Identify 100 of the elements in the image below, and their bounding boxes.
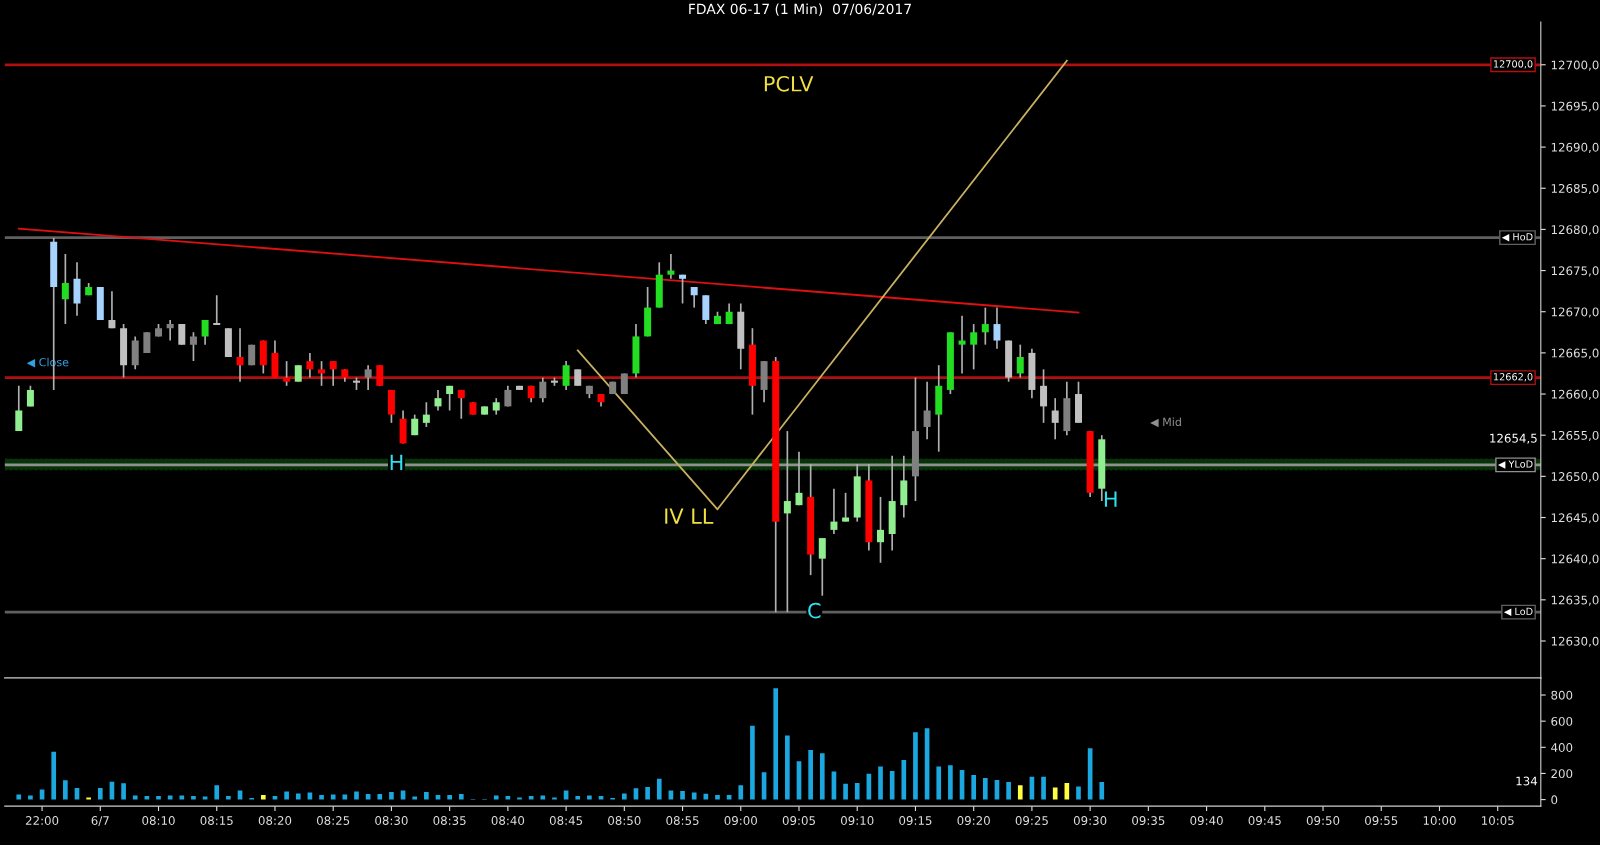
bar: [1099, 782, 1105, 800]
x-tick-label: 08:25: [316, 816, 350, 825]
candlestick: [958, 315, 966, 375]
candlestick: [1040, 368, 1048, 424]
x-tick-label: 08:35: [433, 816, 466, 825]
bar: [16, 794, 22, 800]
x-tick-label: 09:40: [1190, 816, 1223, 825]
y-tick-label: 12700,0: [1551, 60, 1599, 71]
bar: [983, 777, 988, 800]
bar: [819, 753, 825, 800]
bar: [39, 789, 45, 800]
candlestick: [679, 273, 687, 305]
candlestick: [376, 364, 384, 387]
bar: [1076, 786, 1081, 800]
bar: [132, 795, 138, 800]
bar: [86, 797, 91, 800]
candlestick: [189, 331, 197, 362]
bar: [715, 795, 720, 800]
bar: [517, 797, 522, 800]
candlestick: [690, 286, 698, 309]
bar: [447, 795, 452, 800]
x-tick-label: 09:15: [899, 816, 932, 825]
bar: [179, 795, 185, 800]
bar: [645, 786, 650, 800]
ref-line-label: 12700,0: [1493, 60, 1533, 69]
bar: [1017, 785, 1023, 800]
bar: [97, 787, 103, 800]
candlestick: [422, 401, 430, 428]
candlestick: [306, 352, 314, 379]
bar: [354, 791, 359, 800]
annotation: H: [390, 454, 403, 470]
bar: [63, 780, 68, 800]
x-tick-label: 09:45: [1248, 816, 1281, 825]
bar: [878, 766, 883, 800]
candlestick: [981, 306, 989, 346]
candlestick: [842, 491, 850, 523]
x-tick-label: 09:35: [1132, 816, 1165, 825]
x-tick-label: 08:50: [608, 816, 641, 825]
bar: [808, 749, 813, 800]
bar: [971, 775, 977, 800]
bar: [691, 792, 697, 800]
candlestick: [446, 384, 454, 412]
annotation: 12654,5: [1490, 433, 1537, 444]
y-tick-label: 12645,0: [1551, 513, 1599, 524]
bar: [598, 796, 604, 800]
bar: [28, 795, 33, 800]
bar: [656, 778, 662, 800]
bar: [295, 793, 301, 800]
candlestick: [562, 360, 570, 391]
bar: [668, 790, 674, 800]
bar: [319, 795, 324, 800]
x-tick-label: 09:10: [840, 816, 874, 825]
candlestick: [15, 384, 23, 432]
bar: [191, 796, 196, 800]
candlestick: [818, 537, 826, 597]
bar: [365, 793, 371, 800]
y-tick-label: 200: [1551, 769, 1573, 779]
bar: [144, 796, 150, 800]
bar: [505, 796, 511, 800]
y-tick-label: 12655,0: [1551, 430, 1599, 442]
annotation: H: [1104, 491, 1117, 507]
ref-line-label: 12662,0: [1493, 373, 1533, 382]
bar: [1006, 781, 1011, 800]
x-tick-label: 08:15: [200, 816, 233, 825]
candlestick: [329, 360, 337, 387]
bar: [1052, 787, 1058, 800]
candlestick: [143, 331, 151, 354]
candlestick: [539, 376, 547, 404]
y-tick-label: 12650,0: [1551, 472, 1599, 483]
x-tick-label: 22:00: [25, 816, 59, 825]
bar: [843, 783, 848, 800]
bar: [785, 735, 790, 800]
bar: [575, 796, 581, 800]
y-tick-label: 12695,0: [1551, 101, 1599, 112]
y-tick-label: 12675,0: [1551, 266, 1599, 277]
candlestick: [236, 327, 244, 383]
bar: [948, 765, 953, 800]
ref-line-label: ◀ YLoD: [1497, 460, 1533, 469]
candlestick: [283, 360, 291, 387]
bar: [342, 794, 348, 800]
bar: [1041, 776, 1046, 800]
ref-line-label: ◀ LoD: [1503, 607, 1533, 617]
bar: [563, 790, 569, 800]
bar: [738, 785, 744, 800]
x-tick-label: 08:30: [375, 816, 408, 825]
annotation: ◀ Mid: [1150, 417, 1181, 428]
y-tick-label: 12685,0: [1551, 183, 1599, 195]
candlestick: [830, 487, 838, 535]
y-tick-label: 12660,0: [1551, 389, 1599, 400]
bar: [901, 760, 907, 800]
candlestick: [993, 306, 1001, 350]
bar: [913, 732, 918, 800]
bar: [726, 795, 732, 800]
bar: [528, 796, 534, 800]
x-tick-label: 08:40: [491, 816, 525, 825]
bar: [156, 796, 161, 800]
bar: [400, 790, 406, 800]
bar: [493, 795, 499, 800]
bar: [121, 783, 126, 800]
candlestick: [667, 253, 675, 280]
